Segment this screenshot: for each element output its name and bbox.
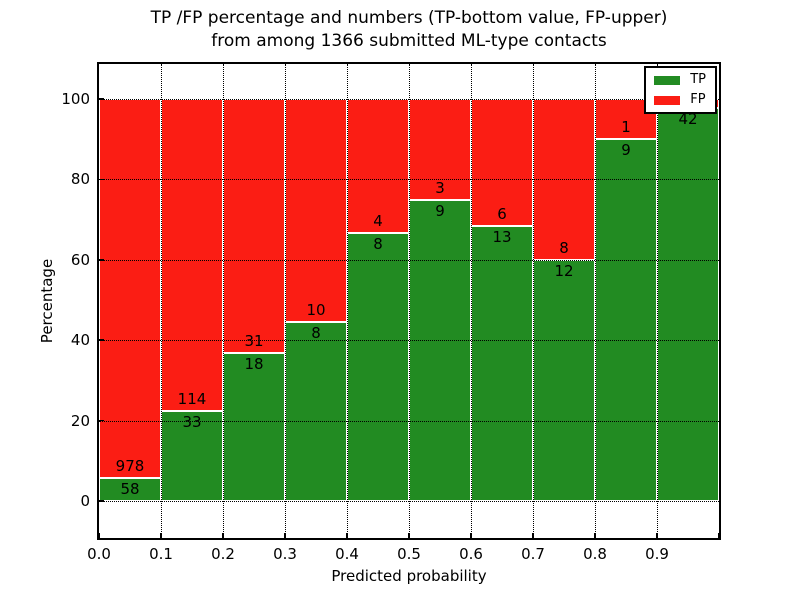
y-tick-label: 20 [70, 411, 90, 430]
grid-line-vertical [409, 64, 410, 538]
y-tick-label: 40 [70, 331, 90, 350]
bar-segment-tp [347, 233, 409, 501]
bar-segment-fp [161, 99, 223, 411]
chart-title-line2: from among 1366 submitted ML-type contac… [211, 31, 607, 51]
chart-title-line1: TP /FP percentage and numbers (TP-bottom… [150, 8, 668, 28]
x-tick [470, 533, 472, 538]
chart-title: TP /FP percentage and numbers (TP-bottom… [59, 7, 759, 53]
bar-label-fp: 8 [559, 238, 569, 257]
bar-label-tp: 13 [492, 227, 512, 246]
bar-label-fp: 114 [177, 389, 207, 408]
bar-label-fp: 4 [373, 212, 383, 230]
x-tick-label: 0.2 [211, 545, 235, 563]
y-tick-label: 80 [70, 170, 90, 189]
plot-inner: 978 58 114 33 31 18 10 8 4 8 3 9 6 13 8 12 1 9 42 [99, 64, 719, 538]
legend-label-fp: FP [690, 92, 706, 107]
bar-segment-tp [533, 259, 595, 501]
grid-line-horizontal [99, 501, 719, 502]
bar-segment-tp [99, 478, 161, 501]
bar-segment-fp [223, 99, 285, 354]
bar-segment-fp [347, 99, 409, 233]
x-tick-label: 0.3 [273, 545, 297, 563]
x-tick-label: 0.7 [521, 545, 545, 563]
bar-segment-fp [285, 99, 347, 323]
x-tick [718, 533, 719, 538]
x-tick [408, 533, 410, 538]
x-tick [656, 533, 658, 538]
x-tick [222, 533, 224, 538]
x-tick [160, 533, 162, 538]
bar-segment-tp [657, 108, 719, 501]
bar-label-tp: 9 [621, 141, 631, 160]
tp-swatch-icon [654, 75, 681, 85]
y-axis-label: Percentage [38, 258, 56, 344]
legend: TP FP [644, 66, 717, 114]
grid-line-horizontal [99, 179, 719, 181]
grid-line-vertical [533, 64, 534, 538]
bar-segment-tp [223, 353, 285, 501]
grid-line-vertical [161, 64, 162, 538]
bar-label-tp: 33 [182, 412, 202, 431]
y-tick [99, 339, 104, 341]
bar-label-fp: 31 [244, 332, 264, 351]
bar-label-fp: 10 [306, 301, 326, 320]
bar-segment-tp [471, 225, 533, 501]
legend-label-tp: TP [690, 72, 706, 87]
bar-segment-tp [409, 199, 471, 501]
grid-line-horizontal [99, 259, 719, 261]
bar-label-fp: 1 [621, 118, 631, 137]
x-axis-label: Predicted probability [331, 567, 487, 585]
bar-label-fp: 3 [435, 178, 445, 197]
bar-label-tp: 8 [373, 235, 383, 253]
plot-area: 978 58 114 33 31 18 10 8 4 8 3 9 6 13 8 12 1 9 42 TP FP [97, 62, 721, 540]
x-tick [532, 533, 534, 538]
y-tick-label: 100 [61, 90, 90, 108]
y-tick [99, 419, 104, 422]
x-tick-label: 0.0 [87, 545, 111, 563]
bar-label-fp: 6 [497, 204, 507, 223]
grid-line-vertical [285, 64, 286, 538]
x-tick [346, 533, 348, 538]
bar-label-tp: 58 [120, 480, 140, 499]
grid-line-vertical [223, 64, 224, 538]
bar-label-tp: 9 [435, 201, 445, 220]
x-tick-label: 0.5 [397, 545, 421, 563]
x-tick-label: 0.6 [459, 545, 483, 563]
grid-line-horizontal [99, 99, 719, 100]
bar-label-tp: 12 [554, 261, 574, 280]
legend-entry-tp: TP [654, 73, 706, 87]
y-tick [99, 178, 104, 181]
bar-segment-tp [595, 139, 657, 501]
y-tick [99, 259, 104, 261]
grid-line-horizontal [99, 420, 719, 422]
bar-label-fp: 978 [115, 457, 145, 476]
x-tick-label: 0.4 [335, 545, 359, 563]
y-tick-label: 0 [80, 492, 90, 510]
grid-line-vertical [595, 64, 596, 538]
x-tick-label: 0.9 [645, 545, 669, 563]
y-tick [99, 98, 104, 100]
grid-line-vertical [347, 64, 348, 538]
x-tick-label: 0.1 [149, 545, 173, 563]
bar-segment-tp [285, 322, 347, 501]
x-tick-label: 0.8 [583, 545, 607, 563]
bar-segment-fp [99, 99, 161, 479]
x-tick [284, 533, 286, 538]
y-tick-label: 60 [70, 250, 90, 269]
x-tick [99, 533, 100, 538]
y-tick [99, 500, 104, 502]
bar-label-tp: 18 [244, 355, 264, 374]
bar-label-tp: 8 [311, 324, 321, 343]
x-tick [594, 533, 596, 538]
fp-swatch-icon [654, 95, 681, 105]
legend-entry-fp: FP [654, 93, 706, 107]
grid-line-vertical [657, 64, 658, 538]
bar-label-tp: 42 [678, 110, 698, 129]
grid-line-vertical [471, 64, 472, 538]
bar-segment-tp [161, 410, 223, 501]
grid-line-horizontal [99, 340, 719, 342]
